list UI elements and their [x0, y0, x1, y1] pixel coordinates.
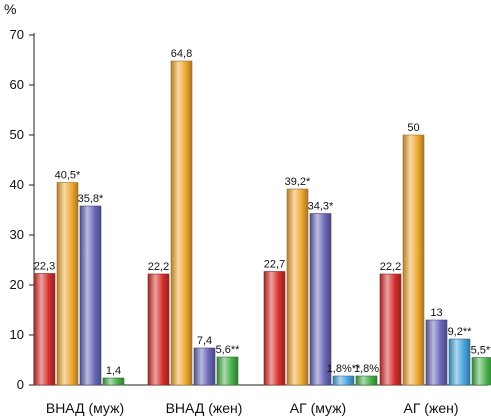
data-label: 34,3*	[308, 201, 334, 213]
bar	[170, 60, 193, 386]
y-tick-label: 70	[10, 27, 24, 42]
y-tick-label: 60	[10, 77, 24, 92]
bar	[102, 377, 125, 386]
data-label: 50	[407, 122, 419, 134]
y-tick-label: 0	[17, 377, 24, 392]
bar	[33, 273, 56, 386]
data-labels: 22,3 40,5* 35,8* 1,4 22,2 64,8 7,4 5,6** 22,7 39,…	[34, 48, 491, 377]
y-tick-label: 20	[10, 277, 24, 292]
bar	[309, 213, 332, 386]
bar	[147, 273, 170, 386]
data-label: 64,8	[171, 48, 192, 60]
category-label: ВНАД (муж)	[46, 400, 124, 416]
data-label: 40,5*	[55, 170, 81, 182]
bars	[33, 60, 491, 386]
bar	[56, 182, 79, 386]
data-label: 7,4	[197, 335, 212, 347]
category-label: АГ (жен)	[403, 400, 458, 416]
data-label: 5,5**	[471, 345, 491, 357]
y-tick-label: 30	[10, 227, 24, 242]
data-label: 35,8*	[78, 193, 104, 205]
bar	[355, 375, 378, 386]
bar	[379, 273, 402, 386]
data-label: 22,3	[34, 261, 55, 273]
y-tick-label: 40	[10, 177, 24, 192]
data-label: 22,7	[264, 259, 285, 271]
y-tick-label: 50	[10, 127, 24, 142]
data-label: 1,4	[106, 365, 121, 377]
y-tick-labels: 0 10 20 30 40 50 60 70	[10, 27, 24, 392]
bar	[471, 357, 491, 386]
data-label: 13	[430, 307, 442, 319]
y-axis-label: %	[4, 1, 16, 17]
bar	[193, 347, 216, 386]
category-label: АГ (муж)	[290, 400, 346, 416]
bar	[216, 356, 239, 386]
data-label: 1,8%**	[327, 363, 361, 375]
data-label: 5,6**	[216, 344, 241, 356]
bar	[448, 338, 471, 386]
bar	[402, 134, 425, 386]
data-label: 22,2	[148, 261, 169, 273]
bar	[286, 188, 309, 386]
data-label: 1,8%	[354, 363, 379, 375]
bar	[332, 375, 355, 386]
bar	[263, 271, 286, 386]
category-label: ВНАД (жен)	[166, 400, 243, 416]
data-label: 39,2*	[285, 176, 311, 188]
category-labels: ВНАД (муж) ВНАД (жен) АГ (муж) АГ (жен)	[46, 400, 459, 416]
y-tick-label: 10	[10, 327, 24, 342]
bar	[79, 205, 102, 386]
data-label: 9,2**	[448, 326, 473, 338]
bar	[425, 319, 448, 386]
data-label: 22,2	[380, 261, 401, 273]
